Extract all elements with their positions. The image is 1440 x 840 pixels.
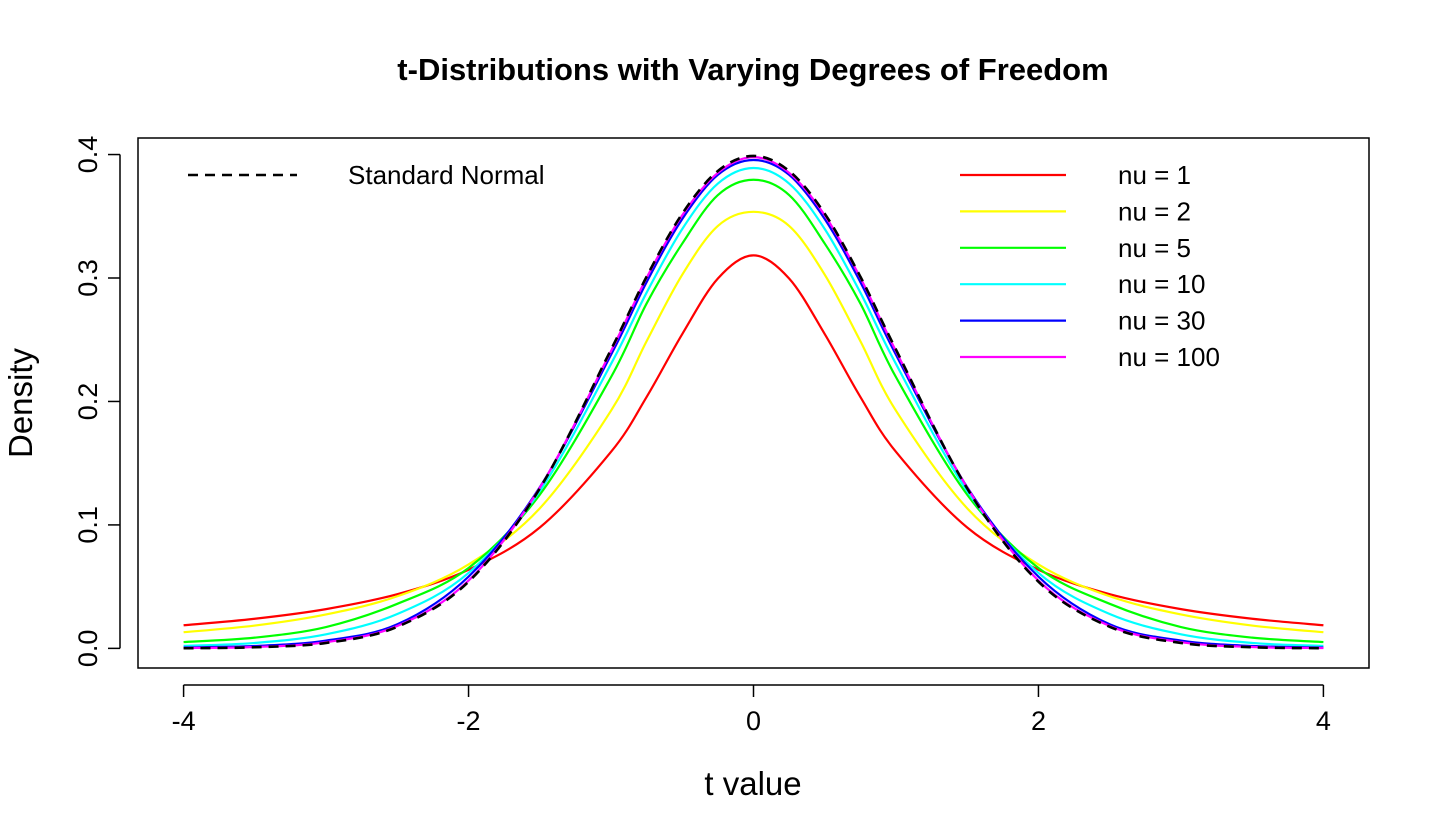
y-tick-label: 0.1 (73, 506, 103, 544)
legend-label-standard-normal: Standard Normal (348, 160, 545, 190)
legend-label-nu-1: nu = 1 (1118, 160, 1191, 190)
series-line-nu-10 (183, 166, 1324, 647)
plot-frame (137, 137, 1370, 669)
legend-label-nu-100: nu = 100 (1118, 342, 1220, 372)
y-axis: 0.0 0.1 0.2 0.3 0.4 (73, 136, 121, 668)
x-tick-label: 2 (1031, 706, 1046, 736)
x-tick-label: 4 (1316, 706, 1331, 736)
y-tick-label: 0.2 (73, 383, 103, 421)
chart-title: t-Distributions with Varying Degrees of … (397, 52, 1108, 87)
legend-label-nu-5: nu = 5 (1118, 233, 1191, 263)
y-tick-label: 0.3 (73, 259, 103, 297)
series-line-nu-30 (183, 158, 1324, 649)
x-tick-label: 0 (746, 706, 761, 736)
series-layer (183, 154, 1324, 650)
legend-label-nu-30: nu = 30 (1118, 306, 1205, 336)
legend-label-nu-10: nu = 10 (1118, 269, 1205, 299)
series-line-standard-normal (183, 154, 1324, 650)
legend-degrees-of-freedom: nu = 1 nu = 2 nu = 5 nu = 10 nu = 30 nu = 100 (960, 160, 1220, 372)
legend-label-nu-2: nu = 2 (1118, 196, 1191, 226)
series-line-nu-100 (183, 156, 1324, 650)
y-tick-label: 0.0 (73, 630, 103, 668)
x-axis: -4 -2 0 2 4 (172, 684, 1331, 736)
series-line-nu-5 (183, 178, 1324, 644)
x-tick-label: -4 (172, 706, 196, 736)
series-line-nu-2 (183, 210, 1324, 634)
y-axis-label: Density (2, 347, 39, 458)
x-tick-label: -2 (457, 706, 481, 736)
y-tick-label: 0.4 (73, 136, 103, 174)
legend-standard-normal: Standard Normal (188, 160, 545, 190)
x-axis-label: t value (704, 765, 801, 802)
